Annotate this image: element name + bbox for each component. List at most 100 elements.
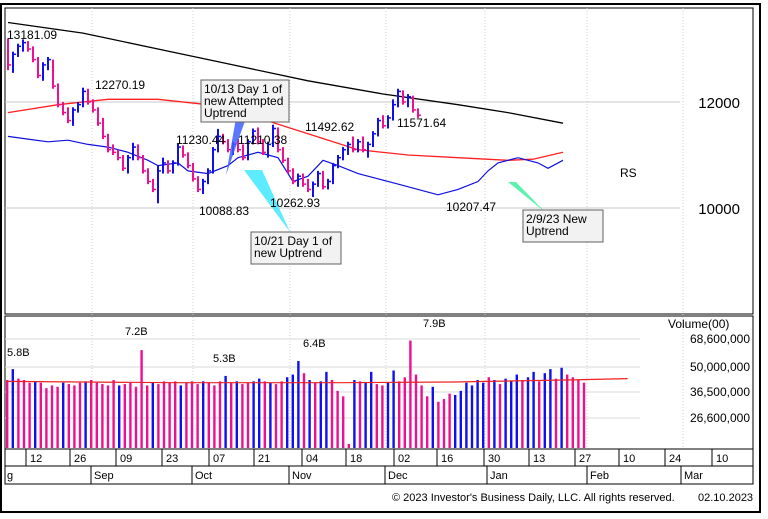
volume-bar <box>207 382 210 448</box>
volume-bar <box>319 381 322 448</box>
volume-bar <box>566 374 569 448</box>
volume-bar <box>123 384 126 448</box>
volume-bar <box>476 380 479 448</box>
volume-bar <box>392 370 395 448</box>
volume-label: 7.2B <box>125 326 148 338</box>
annotation-2-9-23-new-uptrend-text: Uptrend <box>526 224 569 238</box>
volume-bar <box>448 393 451 448</box>
month-tick-label: Nov <box>292 470 312 482</box>
volume-bar <box>162 381 166 448</box>
day-tick-label: 24 <box>669 453 681 465</box>
price-label: 13181.09 <box>7 28 57 42</box>
volume-bar <box>6 380 9 448</box>
volume-bar <box>308 380 311 448</box>
volume-bar <box>258 378 261 448</box>
volume-tick-label: 26,600,000 <box>690 411 750 425</box>
volume-bar <box>185 382 188 448</box>
annotation-attempted-uptrend-text: Uptrend <box>204 106 247 120</box>
volume-bar <box>90 380 93 448</box>
footer-date: 02.10.2023 <box>698 492 753 504</box>
volume-bar <box>498 384 502 448</box>
volume-bar <box>140 350 143 448</box>
volume-bar <box>11 369 14 448</box>
callout-pointer-2-9-23 <box>508 182 545 212</box>
price-label: 11492.62 <box>305 120 354 134</box>
month-tick-label: Dec <box>388 470 408 482</box>
volume-bar <box>67 384 70 448</box>
volume-bar <box>403 377 406 448</box>
volume-bar <box>465 382 468 448</box>
volume-bar <box>263 381 266 448</box>
price-label: 11210.38 <box>238 133 287 147</box>
volume-label: 7.9B <box>423 318 446 330</box>
volume-bar <box>269 382 272 448</box>
volume-bar <box>504 378 507 448</box>
volume-bar <box>325 371 328 448</box>
volume-tick-label: 36,500,000 <box>690 385 750 399</box>
day-tick-label: 07 <box>213 453 225 465</box>
annotation-attempted-uptrend <box>200 79 290 123</box>
annotation-attempted-uptrend-text: 10/13 Day 1 of <box>204 82 283 96</box>
moving-averages <box>7 21 564 161</box>
volume-bar <box>196 384 199 448</box>
volume-bar <box>493 380 496 448</box>
volume-bar <box>241 384 244 448</box>
volume-bar <box>235 381 238 448</box>
moving-average-red-line <box>7 98 564 161</box>
month-tick-label: g <box>7 470 13 482</box>
month-tick-label: Feb <box>590 470 609 482</box>
volume-bar <box>582 382 586 448</box>
volume-bar <box>482 382 485 448</box>
day-tick-label: 16 <box>441 453 453 465</box>
annotation-attempted-uptrend-text: new Attempted <box>204 94 283 108</box>
price-tick-label: 12000 <box>698 95 740 112</box>
volume-bar <box>297 360 300 448</box>
volume-bar <box>454 394 457 448</box>
volume-bar <box>146 385 149 448</box>
volume-bar <box>118 385 121 448</box>
day-tick-label: 18 <box>350 453 362 465</box>
volume-bar <box>487 377 490 448</box>
volume-bar <box>179 385 182 448</box>
volume-bar <box>17 378 20 448</box>
volume-bar <box>554 378 558 448</box>
volume-bar <box>246 382 250 448</box>
day-tick-label: 10 <box>623 453 635 465</box>
volume-bar <box>459 390 462 448</box>
volume-bar <box>174 381 177 448</box>
volume-bar <box>62 382 65 448</box>
day-tick-label: 21 <box>258 453 270 465</box>
month-tick-label: Mar <box>684 470 703 482</box>
volume-bar <box>353 380 356 448</box>
volume-bar <box>347 443 350 448</box>
volume-bar <box>577 380 580 448</box>
volume-bar <box>45 388 48 448</box>
price-label: 11571.64 <box>397 116 446 130</box>
volume-bar <box>560 367 563 448</box>
volume-bar <box>431 386 434 448</box>
volume-bar <box>381 385 384 448</box>
volume-bar <box>426 396 429 448</box>
volume-bar <box>370 371 373 448</box>
volume-bar <box>157 384 160 448</box>
volume-axis-title: Volume(00) <box>668 317 729 331</box>
volume-moving-average-line <box>5 378 628 384</box>
annotation-new-uptrend <box>250 231 342 265</box>
volume-bar <box>101 384 104 448</box>
price-label: 10262.93 <box>270 196 320 210</box>
volume-bar <box>571 377 574 448</box>
volume-bar <box>526 377 530 448</box>
volume-bar <box>78 382 82 448</box>
volume-bar <box>129 382 132 448</box>
volume-bar <box>274 384 278 448</box>
volume-bar <box>56 386 59 448</box>
volume-label: 6.4B <box>303 338 326 350</box>
day-tick-label: 09 <box>120 453 132 465</box>
day-tick-label: 02 <box>398 453 410 465</box>
volume-label: 5.3B <box>213 353 236 365</box>
price-label: 10207.47 <box>446 200 496 214</box>
volume-bar <box>202 381 205 448</box>
volume-bar <box>190 381 194 448</box>
